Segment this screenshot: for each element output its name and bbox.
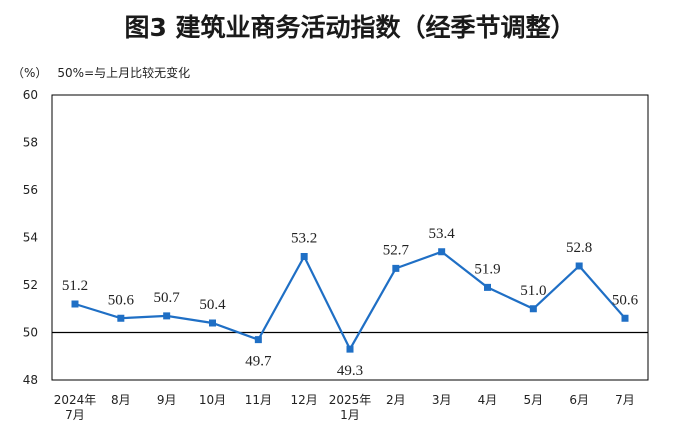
plot-frame [51, 94, 649, 381]
y-axis-ticks: 48 50 52 54 56 58 60 [23, 88, 38, 387]
data-labels: 51.2 50.6 50.7 50.4 49.7 53.2 49.3 52.7 53.4 51.9… [62, 226, 639, 379]
data-label: 52.8 [566, 240, 592, 256]
data-label: 51.0 [520, 283, 546, 299]
data-label: 50.7 [154, 290, 181, 306]
unit-label: （%） [12, 66, 48, 80]
data-label: 50.6 [108, 292, 135, 308]
x-tick-label: 2025年 1月 [329, 393, 372, 422]
series-markers [71, 248, 629, 353]
data-label: 52.7 [383, 242, 410, 258]
data-label: 53.4 [429, 226, 456, 242]
data-point-marker [575, 262, 583, 270]
x-tick-label: 2024年 7月 [54, 393, 97, 422]
data-point-marker [621, 314, 629, 322]
data-label: 50.4 [199, 297, 226, 313]
data-point-marker [438, 248, 446, 256]
unit-note: （%） 50%=与上月比较无变化 [12, 64, 200, 81]
data-label: 51.9 [474, 261, 500, 277]
baseline-note: 50%=与上月比较无变化 [57, 66, 191, 80]
x-tick-label: 7月 [615, 393, 635, 407]
y-tick-label: 60 [23, 88, 38, 102]
y-tick-label: 48 [23, 373, 38, 387]
y-tick-label: 52 [23, 278, 38, 292]
x-tick-label: 6月 [569, 393, 589, 407]
data-point-marker [346, 345, 354, 353]
data-label: 51.2 [62, 278, 88, 294]
data-point-marker [392, 264, 400, 272]
data-label: 50.6 [612, 292, 639, 308]
x-axis-ticks: 2024年 7月 8月 9月 10月 11月 12月 2025年 1月 2月 3月 4月 5月 6月 7月 [54, 393, 635, 422]
x-tick-label: 12月 [291, 393, 318, 407]
x-tick-label: 2月 [386, 393, 406, 407]
data-point-marker [529, 305, 537, 313]
data-point-marker [163, 312, 171, 320]
y-tick-label: 56 [23, 183, 38, 197]
x-tick-label: 9月 [157, 393, 177, 407]
x-tick-label: 3月 [432, 393, 452, 407]
x-tick-label: 10月 [199, 393, 226, 407]
y-tick-label: 50 [23, 326, 38, 340]
data-point-marker [484, 283, 491, 291]
chart-title: 图3 建筑业商务活动指数（经季节调整） [124, 13, 576, 42]
x-tick-label: 11月 [245, 393, 272, 407]
data-label: 49.7 [245, 354, 272, 370]
x-tick-label: 8月 [111, 393, 131, 407]
data-point-marker [254, 336, 262, 344]
data-point-marker [209, 319, 216, 327]
data-point-marker [117, 314, 125, 322]
y-tick-label: 54 [23, 231, 38, 245]
data-label: 53.2 [291, 231, 317, 247]
data-point-marker [71, 300, 79, 308]
x-tick-label: 4月 [478, 393, 498, 407]
data-point-marker [300, 253, 308, 260]
data-label: 49.3 [337, 363, 363, 379]
y-tick-label: 58 [23, 136, 38, 150]
x-tick-label: 5月 [524, 393, 544, 407]
